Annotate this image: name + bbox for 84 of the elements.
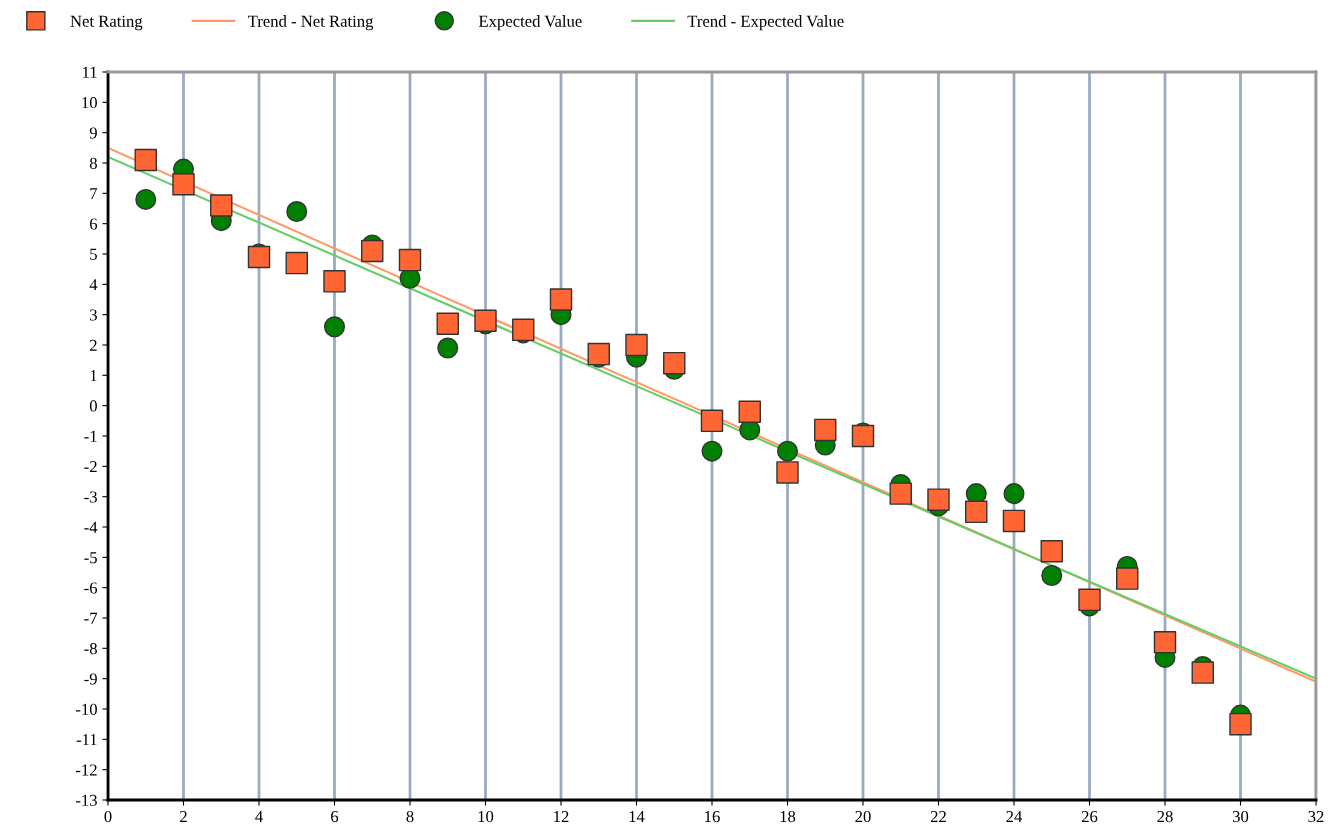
point [1041, 565, 1063, 587]
point [776, 461, 799, 484]
point [1002, 509, 1026, 533]
y-tick-label: 5 [90, 248, 97, 260]
point [587, 342, 610, 366]
point [738, 400, 761, 423]
point [663, 351, 686, 375]
y-tick-label: 10 [82, 97, 97, 109]
y-tick-label: -5 [84, 552, 97, 564]
point [776, 440, 799, 462]
point [1229, 712, 1252, 736]
point [512, 318, 535, 342]
point [286, 201, 308, 223]
y-tick-label: -11 [76, 734, 97, 746]
y-tick-label: -10 [75, 703, 97, 715]
x-tick-label: 30 [1232, 810, 1249, 823]
y-tick-label: -12 [75, 764, 97, 776]
legend-label: Net Rating [70, 15, 143, 31]
point [1116, 567, 1139, 590]
x-tick-label: 22 [930, 810, 946, 822]
x-tick-label: 24 [1006, 810, 1023, 822]
point [437, 337, 459, 359]
y-tick-label: -3 [84, 491, 97, 503]
point [135, 188, 157, 210]
x-tick-label: 8 [406, 810, 414, 823]
x-tick-label: 14 [629, 810, 645, 822]
point [1040, 540, 1063, 563]
y-tick-label: 11 [83, 66, 97, 78]
x-tick-label: 20 [855, 810, 871, 823]
y-tick-label: -4 [84, 521, 98, 533]
y-tick-label: 6 [89, 218, 98, 230]
point [701, 440, 723, 462]
y-tick-label: 1 [90, 370, 97, 382]
y-tick-label: 7 [90, 188, 98, 200]
y-tick-label: -8 [84, 643, 97, 655]
x-tick-label: 16 [705, 810, 720, 823]
y-tick-label: 2 [89, 339, 97, 351]
point [285, 251, 308, 275]
point [700, 409, 724, 433]
y-tick-label: -13 [75, 794, 97, 806]
point [814, 418, 837, 442]
x-tick-label: 6 [331, 810, 339, 823]
point [549, 288, 573, 311]
point [1078, 588, 1101, 612]
point [436, 312, 459, 335]
point [247, 245, 271, 269]
point [625, 333, 648, 357]
y-tick-label: -6 [84, 582, 98, 594]
y-tick-label: 9 [89, 127, 97, 139]
point [851, 424, 875, 448]
point [889, 482, 912, 505]
point [323, 270, 346, 293]
point [927, 488, 950, 511]
y-tick-label: -2 [84, 461, 97, 473]
legend-label: Trend - Net Rating [247, 15, 374, 31]
point [134, 148, 157, 172]
x-tick-label: 4 [255, 811, 263, 822]
point [210, 194, 233, 217]
point [1153, 631, 1177, 654]
point [1003, 483, 1025, 505]
y-tick-label: 8 [89, 157, 97, 169]
x-tick-label: 2 [180, 810, 187, 822]
point [398, 248, 422, 272]
x-tick-label: 10 [478, 810, 494, 823]
y-tick-label: 4 [89, 279, 98, 291]
y-tick-label: 3 [90, 309, 97, 321]
x-tick-label: 12 [554, 810, 569, 822]
point [172, 173, 195, 196]
y-tick-label: -9 [84, 673, 97, 685]
y-tick-label: 0 [89, 400, 97, 412]
x-tick-label: 26 [1081, 810, 1098, 823]
point [1191, 661, 1214, 684]
legend-label: Expected Value [478, 15, 582, 31]
point [361, 239, 384, 263]
x-tick-label: 32 [1308, 810, 1324, 823]
point [965, 500, 988, 524]
x-tick-label: 18 [780, 810, 796, 823]
legend-label: Trend - Expected Value [687, 15, 844, 31]
point [474, 309, 497, 332]
y-tick-label: -1 [84, 430, 97, 442]
y-tick-label: -7 [84, 612, 98, 624]
point [323, 316, 346, 338]
x-tick-label: 28 [1157, 810, 1173, 823]
x-tick-label: 0 [104, 810, 112, 823]
